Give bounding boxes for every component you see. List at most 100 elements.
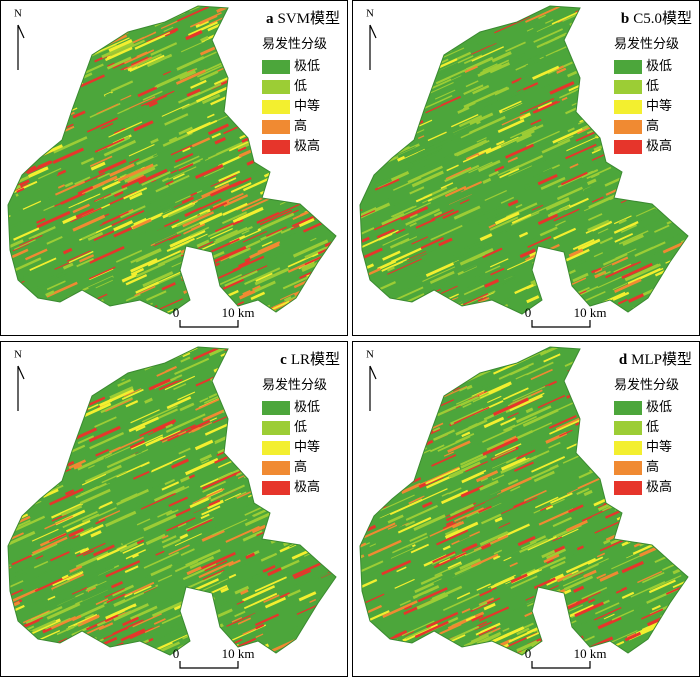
map-stripe bbox=[447, 150, 459, 157]
map-stripe bbox=[595, 602, 620, 615]
map-stripe bbox=[22, 200, 42, 210]
map-stripe bbox=[206, 499, 224, 510]
map-stripe bbox=[416, 129, 425, 134]
map-stripe bbox=[158, 378, 183, 391]
map-stripe bbox=[141, 171, 171, 186]
map-stripe bbox=[396, 566, 407, 573]
map-stripe bbox=[566, 137, 598, 153]
panel-letter: b bbox=[621, 11, 629, 27]
map-stripe bbox=[514, 226, 525, 233]
map-stripe bbox=[141, 405, 178, 423]
map-stripe bbox=[445, 520, 454, 527]
map-stripe bbox=[155, 270, 183, 285]
map-stripe bbox=[586, 178, 597, 186]
map-stripe bbox=[597, 271, 605, 276]
map-stripe bbox=[153, 142, 184, 158]
map-stripe bbox=[543, 553, 560, 564]
map-stripe bbox=[530, 368, 553, 381]
map-stripe bbox=[432, 551, 456, 564]
panel-title: b C5.0模型 bbox=[621, 10, 692, 27]
map-stripe bbox=[89, 246, 125, 264]
map-stripe bbox=[186, 519, 213, 532]
map-stripe bbox=[238, 260, 251, 268]
map-stripe bbox=[453, 211, 485, 228]
map-stripe bbox=[93, 230, 115, 242]
map-stripe bbox=[477, 296, 488, 302]
map-stripe bbox=[237, 617, 252, 625]
map-stripe bbox=[174, 533, 202, 547]
map-stripe bbox=[178, 70, 197, 81]
map-stripe bbox=[214, 218, 244, 234]
map-stripe bbox=[177, 522, 187, 528]
map-stripe bbox=[576, 545, 584, 551]
legend-label: 极低 bbox=[294, 399, 320, 414]
map-stripe bbox=[530, 119, 542, 126]
map-outline bbox=[359, 346, 689, 656]
map-stripe bbox=[489, 384, 510, 395]
map-stripe bbox=[12, 242, 30, 252]
map-stripe bbox=[139, 419, 177, 438]
scale-end: 10 km bbox=[222, 646, 255, 661]
map-stripe bbox=[174, 357, 210, 376]
map-stripe bbox=[525, 51, 558, 68]
map-stripe bbox=[122, 543, 145, 554]
map-stripe bbox=[415, 271, 424, 277]
map-stripe bbox=[420, 573, 443, 586]
map-stripe bbox=[479, 233, 493, 242]
map-stripe bbox=[562, 497, 574, 504]
map-stripe bbox=[132, 613, 162, 628]
map-stripe bbox=[211, 518, 248, 536]
map-stripe bbox=[503, 556, 512, 562]
map-stripe bbox=[489, 473, 505, 482]
map-stripe bbox=[507, 478, 519, 486]
map-stripe bbox=[157, 214, 192, 232]
map-stripe bbox=[39, 594, 76, 613]
map-stripe bbox=[522, 408, 559, 427]
map-stripe bbox=[545, 197, 570, 211]
map-stripe bbox=[293, 570, 329, 589]
map-stripe bbox=[133, 217, 147, 226]
map-stripe bbox=[540, 504, 552, 512]
map-stripe bbox=[494, 165, 505, 172]
map-stripe bbox=[236, 600, 245, 605]
map-stripe bbox=[491, 51, 512, 63]
map-stripe bbox=[545, 19, 554, 24]
map-stripe bbox=[254, 576, 287, 593]
map-stripe bbox=[378, 494, 415, 512]
map-stripe bbox=[101, 203, 111, 209]
map-stripe bbox=[381, 212, 405, 226]
map-stripe bbox=[61, 544, 71, 550]
map-stripe bbox=[178, 91, 201, 104]
map-stripe bbox=[366, 267, 378, 275]
map-stripe bbox=[562, 575, 587, 587]
map-stripe bbox=[414, 181, 429, 190]
map-stripe bbox=[8, 588, 24, 601]
map-stripe bbox=[591, 267, 602, 274]
map-stripe bbox=[210, 180, 243, 197]
map-stripe bbox=[122, 616, 140, 627]
map-stripe bbox=[68, 250, 94, 264]
map-stripe bbox=[490, 267, 505, 276]
map-stripe bbox=[509, 562, 518, 568]
map-stripe bbox=[515, 203, 523, 209]
map-stripe bbox=[51, 176, 62, 184]
map-stripe bbox=[204, 462, 219, 471]
map-stripe bbox=[96, 117, 118, 129]
map-stripe bbox=[165, 180, 174, 186]
map-stripe bbox=[201, 529, 225, 542]
map-stripe bbox=[33, 568, 53, 579]
map-stripe bbox=[196, 85, 231, 103]
map-stripe bbox=[486, 440, 505, 452]
map-stripe bbox=[627, 293, 645, 303]
map-stripe bbox=[60, 191, 86, 205]
map-stripe bbox=[459, 199, 470, 205]
map-stripe bbox=[31, 528, 59, 542]
map-stripe bbox=[450, 72, 464, 80]
map-stripe bbox=[531, 24, 555, 37]
map-stripe bbox=[548, 441, 561, 449]
map-stripe bbox=[613, 220, 639, 234]
map-stripe bbox=[70, 206, 105, 223]
map-stripe bbox=[72, 203, 90, 214]
map-stripe bbox=[620, 223, 638, 233]
